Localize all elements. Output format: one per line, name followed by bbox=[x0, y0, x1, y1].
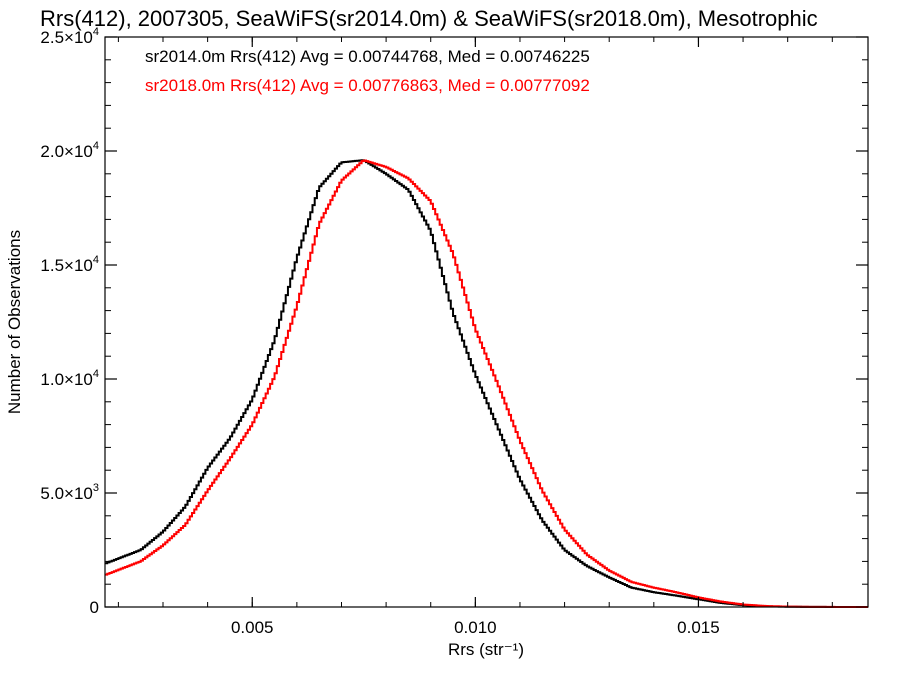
series-layer bbox=[105, 159, 868, 608]
y-tick-label: 1.5×104 bbox=[40, 254, 99, 275]
y-tick-label: 5.0×103 bbox=[40, 482, 99, 503]
x-tick-label: 0.005 bbox=[231, 618, 274, 637]
x-tick-label: 0.015 bbox=[677, 618, 720, 637]
y-axis-label: Number of Observations bbox=[5, 230, 24, 414]
x-axis-ticks: 0.005 0.010 0.015 bbox=[117, 37, 833, 637]
annotation-sr2014: sr2014.0m Rrs(412) Avg = 0.00744768, Med… bbox=[145, 47, 590, 66]
y-tick-label: 2.0×104 bbox=[40, 140, 99, 161]
plot-frame bbox=[104, 36, 869, 608]
annotation-sr2018: sr2018.0m Rrs(412) Avg = 0.00776863, Med… bbox=[145, 76, 590, 95]
y-tick-label: 1.0×104 bbox=[40, 368, 99, 389]
x-tick-label: 0.010 bbox=[454, 618, 497, 637]
y-tick-label: 0 bbox=[90, 598, 99, 617]
x-axis-label: Rrs (str⁻¹) bbox=[448, 640, 524, 659]
chart-title: Rrs(412), 2007305, SeaWiFS(sr2014.0m) & … bbox=[40, 6, 818, 31]
series-line-sr2018 bbox=[105, 159, 868, 608]
series-line-sr2014 bbox=[105, 159, 868, 608]
y-axis-ticks: 0 5.0×103 1.0×104 1.5×104 2.0×104 2.5×104 bbox=[40, 26, 868, 617]
y-tick-label: 2.5×104 bbox=[40, 26, 99, 47]
